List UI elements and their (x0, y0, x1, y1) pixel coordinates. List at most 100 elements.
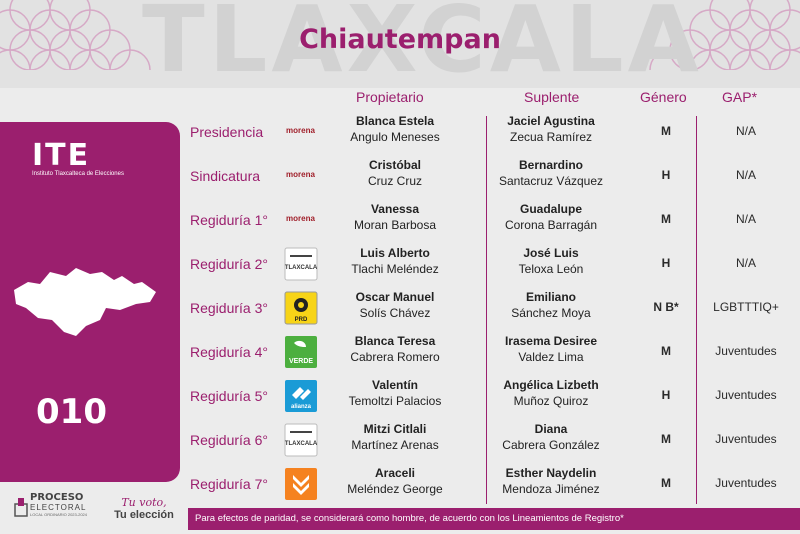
gap-cell: Juventudes (715, 476, 777, 490)
genero-cell: M (661, 124, 671, 138)
table-row: Regiduría 4° VERDE Blanca Teresa Cabrera… (186, 332, 800, 376)
suplente-nombre: Guadalupe (519, 202, 582, 216)
column-header-gap: GAP* (722, 89, 758, 105)
genero-cell: H (661, 168, 671, 182)
suplente-cell: Bernardino Santacruz Vázquez (466, 157, 636, 189)
gap-cell: Juventudes (715, 344, 777, 358)
cargo-label: Regiduría 7° (190, 476, 268, 492)
suplente-nombre: Bernardino (518, 158, 583, 172)
suplente-nombre: Angélica Lizbeth (503, 378, 599, 392)
suplente-cell: Esther Naydelin Mendoza Jiménez (466, 465, 636, 497)
cargo-label: Regiduría 5° (190, 388, 268, 404)
propietario-nombre: Luis Alberto (360, 246, 430, 260)
suplente-nombre: Irasema Desiree (504, 334, 598, 348)
proceso-subtitle: ELECTORAL (30, 503, 87, 512)
gap-cell: N/A (735, 212, 756, 226)
suplente-nombre: Emiliano (525, 290, 576, 304)
suplente-nombre: José Luis (523, 246, 579, 260)
suplente-apellido: Muñoz Quiroz (513, 394, 589, 408)
column-header-suplente: Suplente (524, 89, 580, 105)
tu-voto-line1: Tu voto, (121, 496, 167, 509)
propietario-apellido: Meléndez George (347, 482, 443, 496)
gap-cell: N/A (735, 124, 756, 138)
suplente-apellido: Mendoza Jiménez (502, 482, 600, 496)
suplente-apellido: Zecua Ramírez (509, 130, 593, 144)
genero-cell: N B* (653, 300, 679, 314)
propietario-apellido: Temoltzi Palacios (348, 394, 442, 408)
verde-logo-text: VERDE (289, 358, 313, 365)
municipio-title: Chiautempan (299, 24, 501, 55)
column-divider (486, 116, 487, 504)
genero-cell: H (661, 388, 671, 402)
proceso-title: PROCESO (30, 492, 84, 503)
propietario-cell: Mitzi Citlali Martínez Arenas (310, 421, 480, 453)
table-row: Presidencia morena Blanca Estela Angulo … (186, 112, 800, 156)
propietario-cell: Araceli Meléndez George (310, 465, 480, 497)
scale-pattern-right (649, 0, 800, 70)
propietario-nombre: Oscar Manuel (355, 290, 435, 304)
proceso-caption: LOCAL ORDINARIO 2023-2024 (30, 512, 87, 517)
alianza-logo-text: alianza (291, 404, 312, 410)
ballot-box-icon (14, 498, 28, 517)
cargo-label: Regiduría 2° (190, 256, 268, 272)
mc-party-logo (285, 468, 317, 500)
suplente-apellido: Santacruz Vázquez (498, 174, 604, 188)
propietario-nombre: Araceli (374, 466, 416, 480)
propietario-nombre: Cristóbal (368, 158, 421, 172)
suplente-apellido: Sánchez Moya (511, 306, 591, 320)
suplente-apellido: Valdez Lima (518, 350, 584, 364)
suplente-cell: Jaciel Agustina Zecua Ramírez (466, 113, 636, 145)
suplente-cell: José Luis Teloxa León (466, 245, 636, 277)
suplente-cell: Emiliano Sánchez Moya (466, 289, 636, 321)
cargo-label: Regiduría 3° (190, 300, 268, 316)
propietario-apellido: Moran Barbosa (353, 218, 437, 232)
footer-note: Para efectos de paridad, se considerará … (188, 508, 800, 530)
tlaxcala-party-logo: TLAXCALA (284, 423, 318, 457)
suplente-cell: Angélica Lizbeth Muñoz Quiroz (466, 377, 636, 409)
propietario-nombre: Blanca Teresa (354, 334, 436, 348)
propietario-apellido: Cruz Cruz (367, 174, 422, 188)
suplente-apellido: Cabrera González (502, 438, 600, 452)
propietario-apellido: Solís Chávez (359, 306, 431, 320)
morena-logo: morena (286, 126, 315, 135)
genero-cell: M (661, 212, 671, 226)
propietario-nombre: Valentín (371, 378, 418, 392)
alianza-party-logo: alianza (285, 380, 317, 412)
table-row: Regiduría 3° PRD Oscar Manuel Solís Cháv… (186, 288, 800, 332)
suplente-nombre: Esther Naydelin (505, 466, 597, 480)
tlaxcala-logo-text: TLAXCALA (285, 441, 318, 447)
prd-party-logo: PRD (284, 291, 318, 325)
propietario-nombre: Vanessa (370, 202, 420, 216)
suplente-nombre: Jaciel Agustina (507, 114, 595, 128)
tu-voto-line2: Tu elección (114, 509, 174, 521)
suplente-apellido: Corona Barragán (504, 218, 598, 232)
propietario-cell: Vanessa Moran Barbosa (310, 201, 480, 233)
suplente-apellido: Teloxa León (518, 262, 584, 276)
suplente-nombre: Diana (534, 422, 568, 436)
propietario-apellido: Angulo Meneses (350, 130, 440, 144)
ite-logo-text: ITE (32, 138, 91, 173)
tlaxcala-party-logo: TLAXCALA (284, 247, 318, 281)
column-header-propietario: Propietario (356, 89, 424, 105)
propietario-cell: Oscar Manuel Solís Chávez (310, 289, 480, 321)
propietario-cell: Valentín Temoltzi Palacios (310, 377, 480, 409)
genero-cell: H (661, 256, 671, 270)
gap-cell: N/A (735, 168, 756, 182)
proceso-electoral-logo: PROCESO ELECTORAL LOCAL ORDINARIO 2023-2… (14, 492, 94, 517)
gap-cell: Juventudes (715, 432, 777, 446)
table-row: Regiduría 5° alianza Valentín Temoltzi P… (186, 376, 800, 420)
table-row: Regiduría 1° morena Vanessa Moran Barbos… (186, 200, 800, 244)
cargo-label: Presidencia (190, 124, 264, 140)
cargo-label: Regiduría 6° (190, 432, 268, 448)
propietario-cell: Cristóbal Cruz Cruz (310, 157, 480, 189)
suplente-cell: Guadalupe Corona Barragán (466, 201, 636, 233)
propietario-apellido: Tlachi Meléndez (351, 262, 439, 276)
table-row: Regiduría 7° Araceli Meléndez George Est… (186, 464, 800, 508)
morena-logo: morena (286, 170, 315, 179)
cargo-label: Regiduría 1° (190, 212, 268, 228)
suplente-cell: Irasema Desiree Valdez Lima (466, 333, 636, 365)
watermark-title: TLAXCALA (142, 0, 703, 88)
genero-cell: M (661, 344, 671, 358)
propietario-apellido: Cabrera Romero (350, 350, 440, 364)
table-row: Regiduría 2° TLAXCALA Luis Alberto Tlach… (186, 244, 800, 288)
